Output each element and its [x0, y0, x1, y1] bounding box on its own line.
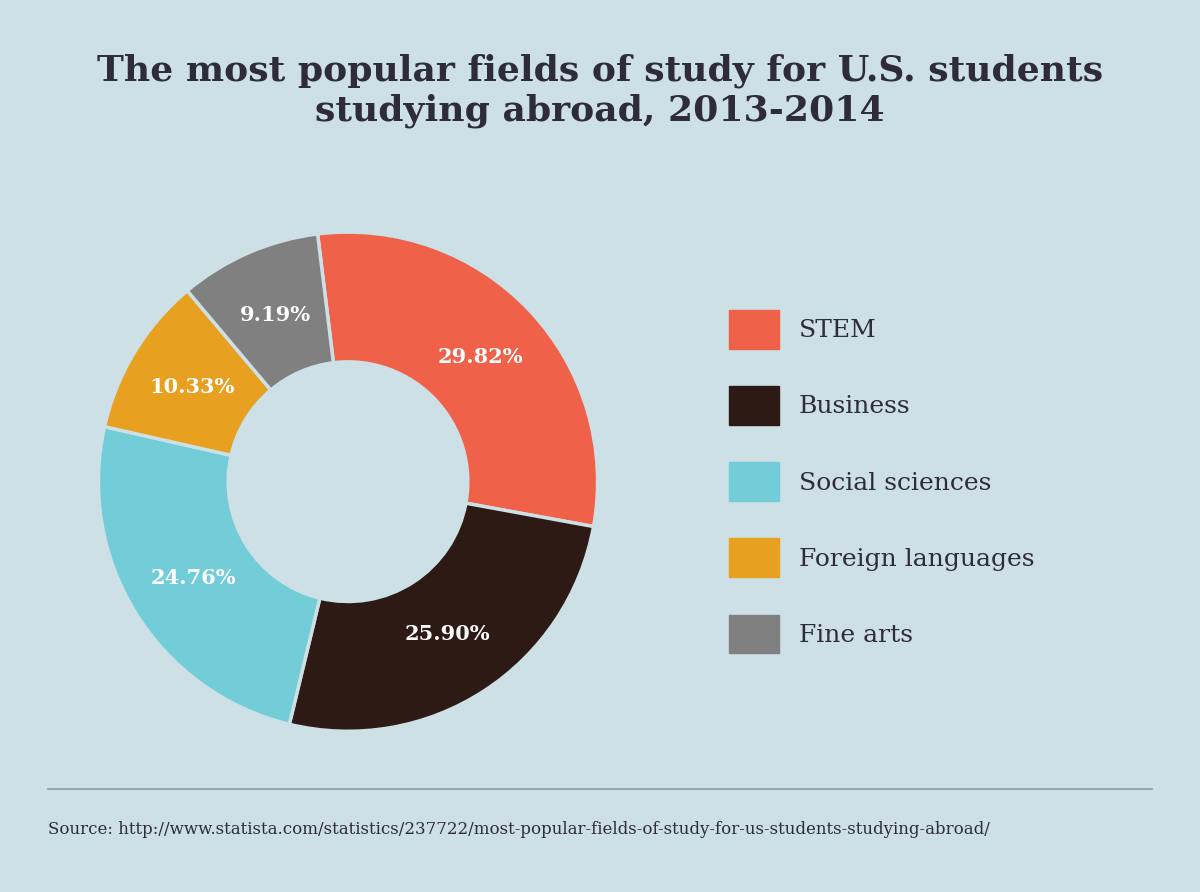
Wedge shape — [289, 503, 594, 731]
Wedge shape — [98, 426, 320, 724]
Text: 24.76%: 24.76% — [150, 568, 236, 588]
Text: 25.90%: 25.90% — [404, 624, 490, 644]
Text: 29.82%: 29.82% — [438, 347, 523, 367]
Text: 10.33%: 10.33% — [150, 377, 235, 397]
Wedge shape — [187, 234, 334, 390]
Text: Source: http://www.statista.com/statistics/237722/most-popular-fields-of-study-f: Source: http://www.statista.com/statisti… — [48, 821, 990, 838]
Wedge shape — [104, 291, 271, 455]
Text: 9.19%: 9.19% — [240, 305, 311, 325]
Text: The most popular fields of study for U.S. students
studying abroad, 2013-2014: The most popular fields of study for U.S… — [97, 54, 1103, 128]
Legend: STEM, Business, Social sciences, Foreign languages, Fine arts: STEM, Business, Social sciences, Foreign… — [703, 285, 1060, 678]
Wedge shape — [318, 232, 598, 526]
